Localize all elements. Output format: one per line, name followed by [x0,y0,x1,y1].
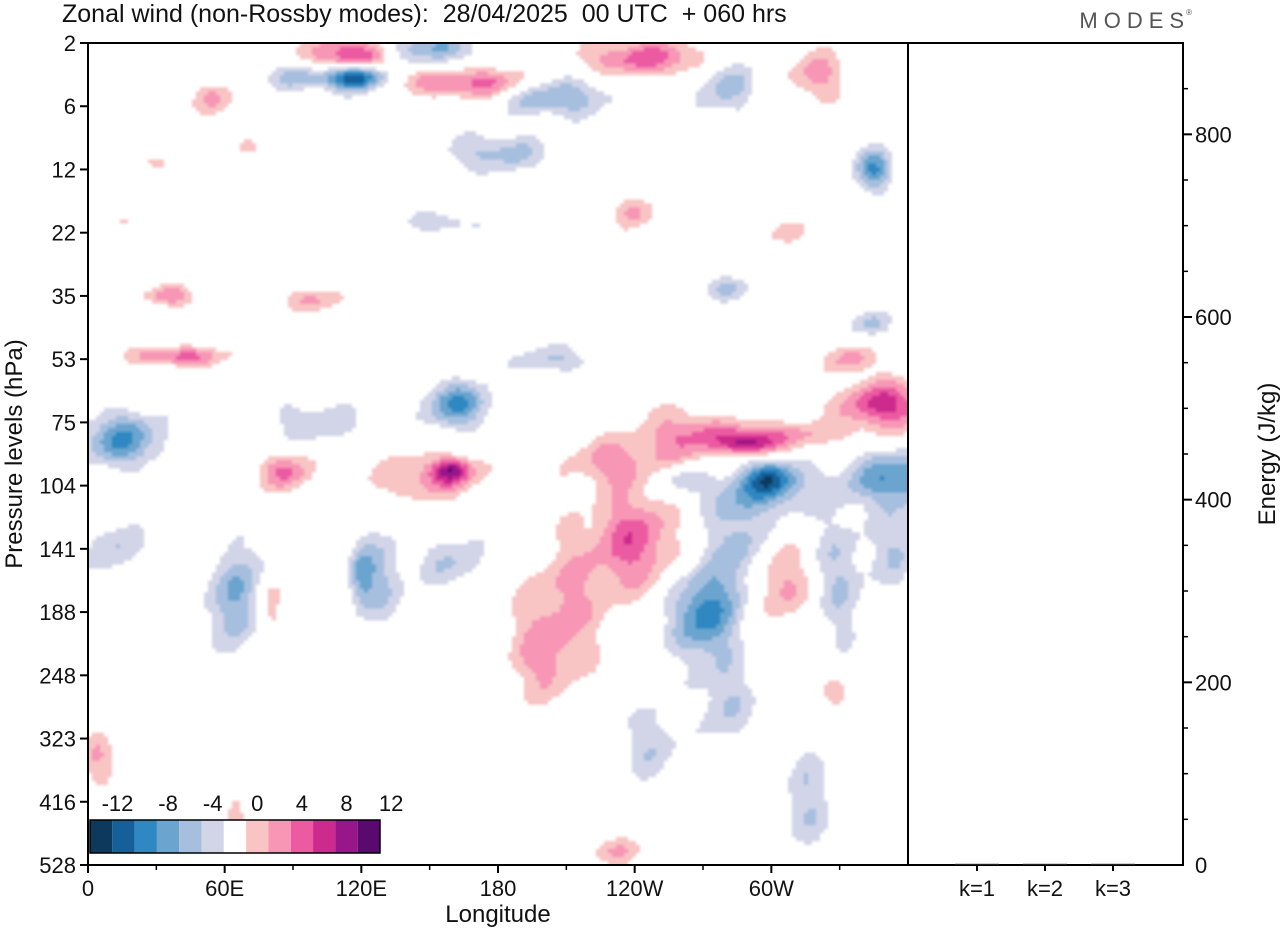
energy-bars: k=1 k=2 k=3 [955,863,1135,901]
x-tick-label: 120E [336,876,387,901]
energy-tick-label: 800 [1195,122,1232,147]
colorbar-swatch [179,820,202,853]
colorbar-swatch [156,820,180,853]
energy-axes: 0 200 400 600 800 [1183,87,1232,878]
colorbar-swatch [290,820,314,853]
y-tick-label: 2 [64,31,76,56]
y-tick-label: 22 [52,221,76,246]
y-tick-label: 35 [52,284,76,309]
colorbar-swatch [90,820,113,853]
brand-logo: MODES® [1079,8,1192,34]
y-tick-label: 104 [39,474,76,499]
energy-frame [907,42,1184,866]
colorbar-label: 4 [296,791,308,816]
y-tick-label: 416 [39,790,76,815]
colorbar-swatch [134,820,157,853]
colorbar-swatch [112,820,135,853]
colorbar-label: -8 [158,791,178,816]
energy-bar [955,863,999,865]
x-axis-title: Longitude [445,901,550,928]
y-tick-label: 323 [39,727,76,752]
x-tick-label: 60E [205,876,244,901]
colorbar-swatch [246,820,269,853]
colorbar-swatch [357,820,380,853]
colorbar-swatch [201,820,224,853]
colorbar-swatch [335,820,358,853]
colorbar-label: 8 [340,791,352,816]
y-tick-label: 528 [39,853,76,878]
y-tick-label: 6 [64,94,76,119]
energy-bar [1023,863,1067,865]
heatmap-plot [88,43,908,865]
colorbar-swatch [313,820,336,853]
brand-name: MODES [1079,8,1191,33]
y-axis-title: Pressure levels (hPa) [1,339,28,568]
energy-tick-label: 600 [1195,305,1232,330]
y-tick-label: 75 [52,410,76,435]
colorbar-label: 0 [251,791,263,816]
x-tick-label: 60W [749,876,794,901]
energy-category-label: k=2 [1027,876,1063,901]
colorbar-swatch [223,820,247,853]
y-tick-label: 141 [39,537,76,562]
energy-tick-label: 200 [1195,670,1232,695]
energy-category-label: k=1 [959,876,995,901]
heatmap-contours [88,43,908,865]
energy-tick-label: 400 [1195,488,1232,513]
energy-bar [1091,863,1135,865]
x-tick-label: 120W [606,876,664,901]
colorbar-label: 12 [379,791,403,816]
y-tick-label: 248 [39,663,76,688]
colorbar-swatch [268,820,291,853]
colorbar: -12 -8 -4 0 4 8 12 [89,791,403,854]
colorbar-label: -12 [102,791,134,816]
colorbar-label: -4 [203,791,223,816]
brand-mark: ® [1186,8,1192,17]
y-tick-label: 12 [52,157,76,182]
y-tick-label: 53 [52,347,76,372]
x-tick-label: 180 [480,876,517,901]
energy-tick-label: 0 [1195,853,1207,878]
chart-title: Zonal wind (non-Rossby modes): 28/04/202… [62,0,787,28]
energy-axis-title: Energy (J/kg) [1254,383,1280,526]
x-tick-label: 0 [82,876,94,901]
y-tick-label: 188 [39,600,76,625]
energy-category-label: k=3 [1095,876,1131,901]
colorbar-frame [89,819,381,854]
